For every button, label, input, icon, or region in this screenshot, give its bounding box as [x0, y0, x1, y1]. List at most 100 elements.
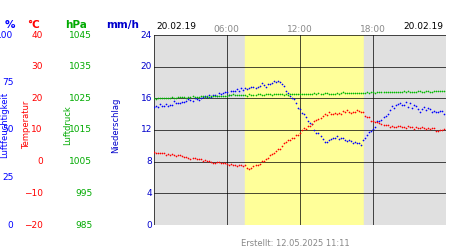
Text: Luftfeuchtigkeit: Luftfeuchtigkeit: [0, 92, 9, 158]
Point: [274, 92, 281, 96]
Point: [429, 126, 436, 130]
Point: [228, 90, 235, 94]
Point: [390, 106, 397, 110]
Point: [287, 94, 294, 98]
Text: 20: 20: [32, 94, 43, 103]
Point: [427, 107, 434, 111]
Point: [292, 101, 300, 105]
Point: [382, 90, 389, 94]
Point: [193, 157, 200, 161]
Point: [278, 144, 285, 148]
Point: [256, 92, 263, 96]
Point: [402, 126, 410, 130]
Point: [429, 90, 436, 94]
Point: [238, 86, 245, 90]
Point: [205, 95, 212, 99]
Point: [368, 118, 375, 122]
Point: [283, 92, 290, 96]
Point: [161, 151, 168, 155]
Point: [252, 163, 259, 167]
Point: [327, 112, 334, 116]
Point: [327, 137, 334, 141]
Point: [362, 90, 369, 94]
Point: [398, 90, 405, 94]
Point: [211, 94, 218, 98]
Point: [154, 105, 162, 109]
Point: [421, 90, 428, 94]
Point: [165, 96, 172, 100]
Text: 10: 10: [31, 126, 43, 134]
Point: [234, 86, 241, 90]
Point: [335, 111, 342, 115]
Point: [347, 111, 355, 115]
Point: [154, 151, 162, 155]
Point: [418, 107, 426, 111]
Text: 16: 16: [140, 94, 152, 103]
Point: [400, 89, 407, 93]
Point: [166, 103, 174, 107]
Point: [209, 161, 216, 165]
Point: [358, 110, 365, 114]
Point: [254, 84, 261, 88]
Point: [244, 87, 251, 91]
Point: [157, 151, 164, 155]
Point: [162, 96, 170, 100]
Point: [386, 90, 393, 94]
Point: [356, 109, 363, 113]
Point: [228, 94, 235, 98]
Point: [203, 94, 210, 98]
Point: [242, 163, 249, 167]
Point: [370, 119, 377, 123]
Point: [431, 109, 438, 113]
Point: [272, 80, 279, 84]
Text: 30: 30: [31, 62, 43, 71]
Point: [154, 96, 162, 100]
Text: 20: 20: [141, 62, 152, 71]
Point: [303, 115, 310, 119]
Point: [331, 92, 338, 96]
Point: [301, 92, 308, 96]
Point: [339, 109, 346, 113]
Point: [311, 92, 318, 96]
Point: [150, 150, 158, 154]
Point: [268, 152, 275, 156]
Point: [260, 159, 267, 163]
Point: [246, 92, 253, 96]
Point: [392, 102, 399, 106]
Point: [173, 154, 180, 158]
Text: 1005: 1005: [69, 157, 92, 166]
Point: [288, 96, 296, 100]
Point: [280, 92, 288, 96]
Point: [166, 153, 174, 157]
Point: [406, 124, 414, 128]
Point: [207, 95, 214, 99]
Point: [346, 138, 353, 142]
Point: [238, 163, 245, 167]
Point: [317, 134, 324, 138]
Point: [175, 95, 182, 99]
Point: [288, 136, 296, 140]
Point: [329, 136, 336, 140]
Point: [388, 90, 395, 94]
Point: [199, 94, 206, 98]
Point: [333, 134, 340, 138]
Point: [248, 93, 255, 97]
Point: [323, 112, 330, 116]
Point: [313, 118, 320, 122]
Point: [311, 119, 318, 123]
Point: [262, 85, 269, 89]
Point: [195, 158, 202, 162]
Point: [325, 92, 332, 96]
Point: [224, 90, 231, 94]
Point: [325, 110, 332, 114]
Point: [299, 111, 306, 115]
Point: [396, 100, 403, 104]
Point: [177, 95, 184, 99]
Point: [309, 122, 316, 126]
Point: [339, 136, 346, 140]
Point: [433, 89, 440, 93]
Point: [211, 94, 218, 98]
Point: [374, 120, 381, 124]
Text: 1015: 1015: [69, 126, 92, 134]
Point: [410, 90, 418, 94]
